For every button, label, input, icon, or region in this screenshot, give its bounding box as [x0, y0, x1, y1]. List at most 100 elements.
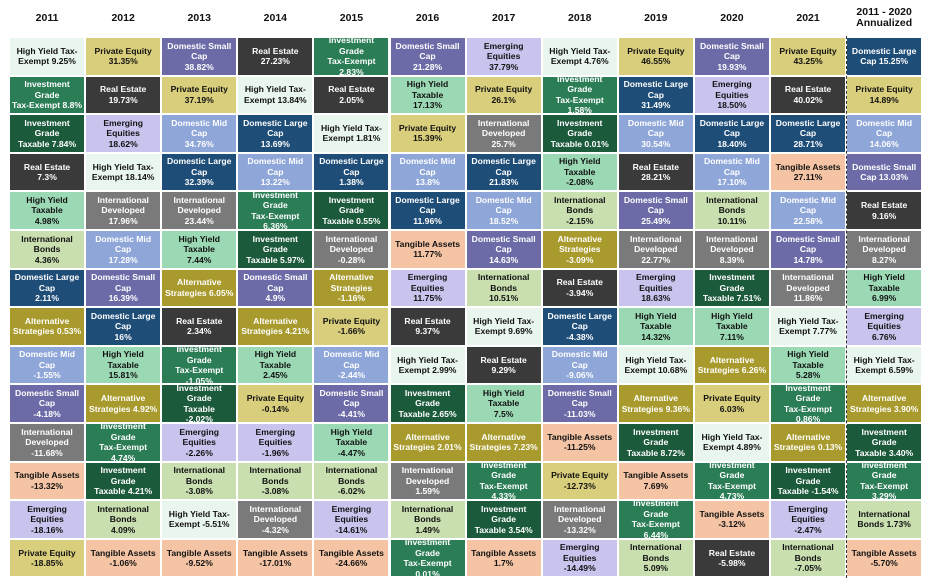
- cell-2013-alternative-strategies: Alternative Strategies 6.05%: [161, 268, 238, 308]
- cell-2021-international-developed: International Developed 11.86%: [770, 268, 847, 308]
- cell-2014-international-developed: International Developed -4.32%: [237, 500, 314, 539]
- cell-2019-international-developed: International Developed 22.77%: [617, 230, 694, 269]
- cell-2014-alternative-strategies: Alternative Strategies 4.21%: [237, 307, 314, 346]
- cell-2021-tangible-assets: Tangible Assets 27.11%: [770, 152, 847, 192]
- cell-2011-tangible-assets: Tangible Assets -13.32%: [9, 461, 86, 501]
- column-header-2014: 2014: [263, 11, 288, 24]
- cell-2013-real-estate: Real Estate 2.34%: [161, 307, 238, 346]
- cell-2020-alternative-strategies: Alternative Strategies 6.26%: [693, 345, 770, 385]
- cell-2020-domestic-small-cap: Domestic Small Cap 19.93%: [693, 37, 770, 76]
- cell-2013-investment-grade-taxable: Investment Grade Taxable -2.02%: [161, 384, 238, 423]
- cell-2021-investment-grade-taxable: Investment Grade Taxable -1.54%: [770, 461, 847, 501]
- cell-2011-2020-annualized-international-developed: International Developed 8.27%: [846, 230, 923, 269]
- cell-2011-domestic-mid-cap: Domestic Mid Cap -1.55%: [9, 345, 86, 385]
- cell-2017-investment-grade-taxable: Investment Grade Taxable 3.54%: [465, 500, 542, 539]
- cell-2012-domestic-large-cap: Domestic Large Cap 16%: [85, 307, 162, 346]
- cell-2011-2020-annualized-high-yield-tax-exempt: High Yield Tax- Exempt 6.59%: [846, 345, 923, 385]
- cell-2011-2020-annualized-private-equity: Private Equity 14.89%: [846, 75, 923, 115]
- cell-2020-domestic-large-cap: Domestic Large Cap 18.40%: [693, 114, 770, 153]
- cell-2016-private-equity: Private Equity 15.39%: [389, 114, 466, 153]
- cell-2012-international-developed: International Developed 17.96%: [85, 191, 162, 230]
- cell-2013-international-developed: International Developed 23.44%: [161, 191, 238, 230]
- cell-2021-domestic-large-cap: Domestic Large Cap 28.71%: [770, 114, 847, 153]
- cell-2018-domestic-large-cap: Domestic Large Cap -4.38%: [541, 307, 618, 346]
- cell-2011-real-estate: Real Estate 7.3%: [9, 152, 86, 192]
- cell-2019-private-equity: Private Equity 46.55%: [617, 37, 694, 76]
- cell-2011-alternative-strategies: Alternative Strategies 0.53%: [9, 307, 86, 346]
- cell-2019-tangible-assets: Tangible Assets 7.69%: [617, 461, 694, 501]
- cell-2018-international-developed: International Developed -13.32%: [541, 500, 618, 539]
- cell-2021-domestic-small-cap: Domestic Small Cap 14.78%: [770, 230, 847, 269]
- cell-2013-tangible-assets: Tangible Assets -9.52%: [161, 538, 238, 578]
- cell-2016-high-yield-taxable: High Yield Taxable 17.13%: [389, 75, 466, 115]
- cell-2011-international-bonds: International Bonds 4.36%: [9, 230, 86, 269]
- cell-2015-investment-grade-tax-exempt: Investment Grade Tax-Exempt 2.83%: [313, 37, 390, 76]
- cell-2011-domestic-large-cap: Domestic Large Cap 2.11%: [9, 268, 86, 308]
- cell-2019-domestic-small-cap: Domestic Small Cap 25.49%: [617, 191, 694, 230]
- cell-2011-2020-annualized-investment-grade-taxable: Investment Grade Taxable 3.40%: [846, 423, 923, 462]
- column-header-2016: 2016: [415, 11, 440, 24]
- column-header-2021: 2021: [796, 11, 820, 24]
- cell-2016-investment-grade-tax-exempt: Investment Grade Tax-Exempt 0.01%: [389, 538, 466, 578]
- cell-2014-emerging-equities: Emerging Equities -1.96%: [237, 423, 314, 462]
- cell-2011-2020-annualized-investment-grade-tax-exempt: Investment Grade Tax-Exempt 3.29%: [846, 461, 923, 501]
- cell-2017-investment-grade-tax-exempt: Investment Grade Tax-Exempt 4.33%: [465, 461, 542, 501]
- cell-2018-emerging-equities: Emerging Equities -14.49%: [541, 538, 618, 578]
- cell-2013-domestic-large-cap: Domestic Large Cap 32.39%: [161, 152, 238, 192]
- cell-2021-high-yield-taxable: High Yield Taxable 5.28%: [770, 345, 847, 385]
- cell-2012-alternative-strategies: Alternative Strategies 4.92%: [85, 384, 162, 423]
- column-header-2020: 2020: [720, 11, 744, 24]
- cell-2014-domestic-mid-cap: Domestic Mid Cap 13.22%: [237, 152, 314, 192]
- cell-2011-2020-annualized-real-estate: Real Estate 9.16%: [846, 191, 923, 230]
- cell-2015-high-yield-taxable: High Yield Taxable -4.47%: [313, 423, 390, 462]
- cell-2015-emerging-equities: Emerging Equities -14.61%: [313, 500, 390, 539]
- cell-2014-international-bonds: International Bonds -3.08%: [237, 461, 314, 501]
- cell-2013-investment-grade-tax-exempt: Investment Grade Tax-Exempt -1.05%: [161, 345, 238, 385]
- cell-2020-investment-grade-tax-exempt: Investment Grade Tax-Exempt 4.73%: [693, 461, 770, 501]
- cell-2012-high-yield-taxable: High Yield Taxable 15.81%: [85, 345, 162, 385]
- cell-2016-emerging-equities: Emerging Equities 11.75%: [389, 268, 466, 308]
- cell-2021-emerging-equities: Emerging Equities -2.47%: [770, 500, 847, 539]
- cell-2019-international-bonds: International Bonds 5.09%: [617, 538, 694, 578]
- cell-2021-domestic-mid-cap: Domestic Mid Cap 22.58%: [770, 191, 847, 230]
- cell-2011-investment-grade-tax-exempt: Investment Grade Tax-Exempt 8.8%: [9, 75, 86, 115]
- cell-2013-international-bonds: International Bonds -3.08%: [161, 461, 238, 501]
- cell-2014-domestic-small-cap: Domestic Small Cap 4.9%: [237, 268, 314, 308]
- cell-2012-real-estate: Real Estate 19.73%: [85, 75, 162, 115]
- cell-2021-private-equity: Private Equity 43.25%: [770, 37, 847, 76]
- cell-2016-international-bonds: International Bonds 1.49%: [389, 500, 466, 539]
- cell-2011-2020-annualized-international-bonds: International Bonds 1.73%: [846, 500, 923, 539]
- cell-2012-investment-grade-tax-exempt: Investment Grade Tax-Exempt 4.74%: [85, 423, 162, 462]
- cell-2011-investment-grade-taxable: Investment Grade Taxable 7.84%: [9, 114, 86, 153]
- cell-2015-real-estate: Real Estate 2.05%: [313, 75, 390, 115]
- column-header-2015: 2015: [339, 11, 364, 24]
- cell-2021-investment-grade-tax-exempt: Investment Grade Tax-Exempt 0.86%: [770, 384, 847, 423]
- cell-2011-2020-annualized-domestic-large-cap: Domestic Large Cap 15.25%: [846, 37, 923, 76]
- cell-2015-international-developed: International Developed -0.28%: [313, 230, 390, 269]
- column-header-2012: 2012: [111, 11, 135, 24]
- cell-2017-emerging-equities: Emerging Equities 37.79%: [465, 37, 542, 76]
- cell-2013-domestic-mid-cap: Domestic Mid Cap 34.76%: [161, 114, 238, 153]
- cell-2015-private-equity: Private Equity -1.66%: [313, 307, 390, 346]
- cell-2013-private-equity: Private Equity 37.19%: [161, 75, 238, 115]
- cell-2011-2020-annualized-domestic-small-cap: Domestic Small Cap 13.03%: [846, 152, 923, 192]
- column-header-2017: 2017: [491, 11, 516, 24]
- cell-2015-investment-grade-taxable: Investment Grade Taxable 0.55%: [313, 191, 390, 230]
- cell-2017-real-estate: Real Estate 9.29%: [465, 345, 542, 385]
- cell-2019-emerging-equities: Emerging Equities 18.63%: [617, 268, 694, 308]
- column-header-2011-2020-annualized: 2011 - 2020 Annualized: [856, 6, 913, 29]
- cell-2018-tangible-assets: Tangible Assets -11.25%: [541, 423, 618, 462]
- cell-2018-international-bonds: International Bonds -2.15%: [541, 191, 618, 230]
- cell-2017-international-developed: International Developed 25.7%: [465, 114, 542, 153]
- cell-2017-domestic-mid-cap: Domestic Mid Cap 18.52%: [465, 191, 542, 230]
- cell-2020-high-yield-tax-exempt: High Yield Tax- Exempt 4.89%: [693, 423, 770, 462]
- cell-2013-high-yield-taxable: High Yield Taxable 7.44%: [161, 230, 238, 269]
- cell-2013-high-yield-tax-exempt: High Yield Tax- Exempt -5.51%: [161, 500, 238, 539]
- cell-2020-international-bonds: International Bonds 10.11%: [693, 191, 770, 230]
- cell-2012-private-equity: Private Equity 31.35%: [85, 37, 162, 76]
- cell-2014-high-yield-taxable: High Yield Taxable 2.45%: [237, 345, 314, 385]
- cell-2016-tangible-assets: Tangible Assets 11.77%: [389, 230, 466, 269]
- cell-2019-real-estate: Real Estate 28.21%: [617, 152, 694, 192]
- cell-2018-high-yield-tax-exempt: High Yield Tax- Exempt 4.76%: [541, 37, 618, 76]
